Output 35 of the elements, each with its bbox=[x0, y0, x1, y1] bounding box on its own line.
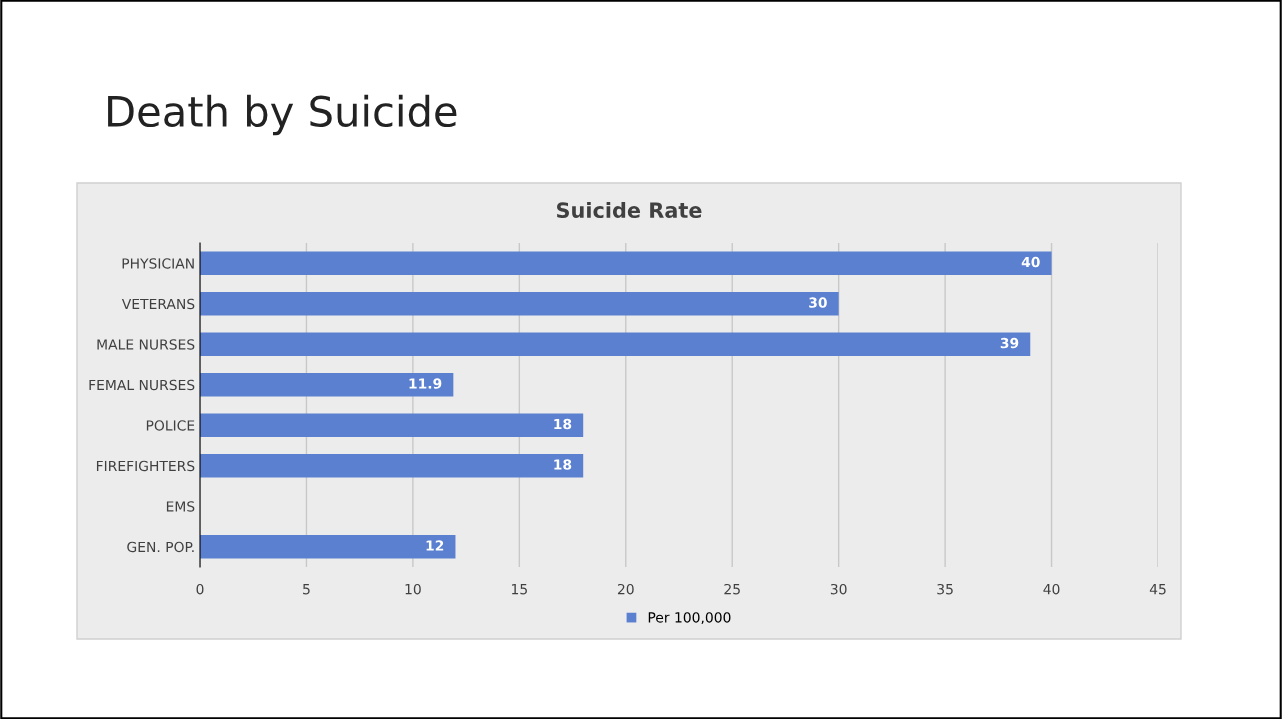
data-label: 12 bbox=[426, 540, 444, 551]
data-label: 18 bbox=[554, 418, 572, 430]
y-tick-label: MALE NURSES bbox=[97, 339, 195, 350]
data-label: 18 bbox=[554, 459, 572, 470]
bar bbox=[200, 454, 584, 478]
x-tick-label: 40 bbox=[1043, 583, 1060, 595]
y-tick-label: POLICE bbox=[146, 420, 195, 431]
bar bbox=[200, 292, 839, 316]
data-label: 30 bbox=[809, 297, 827, 308]
y-tick-label: PHYSICIAN bbox=[122, 258, 194, 269]
x-tick-label: 30 bbox=[830, 583, 847, 595]
x-tick-label: 15 bbox=[512, 584, 527, 595]
x-tick-label: 45 bbox=[1149, 584, 1166, 595]
x-tick-label: 5 bbox=[303, 584, 310, 595]
x-tick-label: 35 bbox=[937, 583, 953, 595]
x-tick-label: 20 bbox=[617, 583, 634, 595]
y-tick-label: FEMAL NURSES bbox=[89, 379, 195, 391]
bar bbox=[200, 251, 1052, 275]
y-tick-label: EMS bbox=[166, 501, 195, 512]
data-label: 40 bbox=[1021, 256, 1040, 268]
chart-title: Death by Suicide bbox=[108, 94, 457, 136]
y-tick-label: VETERANS bbox=[121, 298, 195, 310]
bar bbox=[200, 413, 584, 437]
x-tick-label: 10 bbox=[405, 583, 421, 595]
bar bbox=[200, 535, 456, 559]
x-tick-label: 0 bbox=[196, 583, 204, 595]
x-tick-label: 25 bbox=[724, 583, 740, 595]
legend-label: Per 100,000 bbox=[648, 612, 731, 625]
bar bbox=[200, 373, 454, 397]
data-label: 11.9 bbox=[409, 378, 442, 389]
y-tick-label: GEN. POP. bbox=[127, 541, 194, 553]
bar bbox=[200, 332, 1031, 356]
y-tick-label: FIREFIGHTERS bbox=[96, 460, 195, 472]
data-label: 39 bbox=[1000, 337, 1019, 349]
chart-subtitle: Suicide Rate bbox=[557, 201, 702, 219]
